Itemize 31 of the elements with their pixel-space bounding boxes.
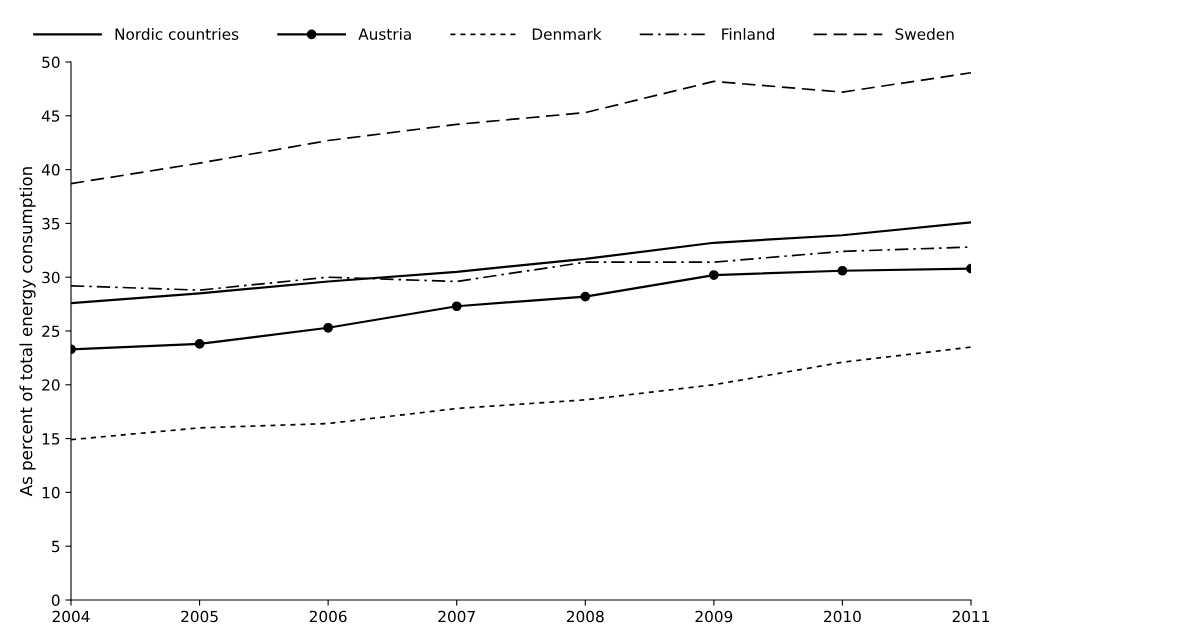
y-tick-label: 15 bbox=[42, 433, 60, 445]
legend-label: Finland bbox=[722, 28, 774, 40]
point bbox=[837, 265, 848, 276]
y-tick-label: 45 bbox=[41, 110, 60, 122]
legend-label: Denmark bbox=[532, 28, 602, 40]
y-tick-label: 20 bbox=[42, 379, 60, 391]
x-tick-label: 2008 bbox=[566, 610, 604, 623]
y-tick-label: 30 bbox=[42, 271, 60, 284]
point bbox=[580, 291, 591, 302]
point bbox=[451, 301, 462, 312]
y-tick-label: 25 bbox=[42, 325, 60, 338]
point bbox=[323, 322, 334, 333]
y-tick-label: 40 bbox=[41, 164, 60, 176]
point bbox=[194, 339, 205, 349]
y-tick-label: 5 bbox=[52, 540, 60, 553]
x-tick-label: 2004 bbox=[52, 610, 90, 623]
x-tick-label: 2007 bbox=[438, 610, 475, 623]
x-tick-label: 2010 bbox=[824, 610, 861, 623]
legend-label: Austria bbox=[358, 28, 411, 40]
y-axis-title: As percent of total energy consumption bbox=[19, 167, 36, 497]
y-tick-label: 0 bbox=[51, 594, 60, 607]
point bbox=[708, 270, 719, 280]
y-tick-label: 35 bbox=[42, 217, 60, 230]
legend-label: Nordic countries bbox=[115, 28, 239, 40]
x-tick-label: 2009 bbox=[695, 610, 733, 623]
y-tick-label: 10 bbox=[42, 486, 60, 499]
y-tick-label: 50 bbox=[42, 56, 60, 69]
x-tick-label: 2011 bbox=[952, 610, 990, 623]
x-tick-label: 2006 bbox=[309, 610, 347, 623]
x-tick-label: 2005 bbox=[181, 610, 218, 623]
legend-label: Sweden bbox=[895, 28, 954, 40]
